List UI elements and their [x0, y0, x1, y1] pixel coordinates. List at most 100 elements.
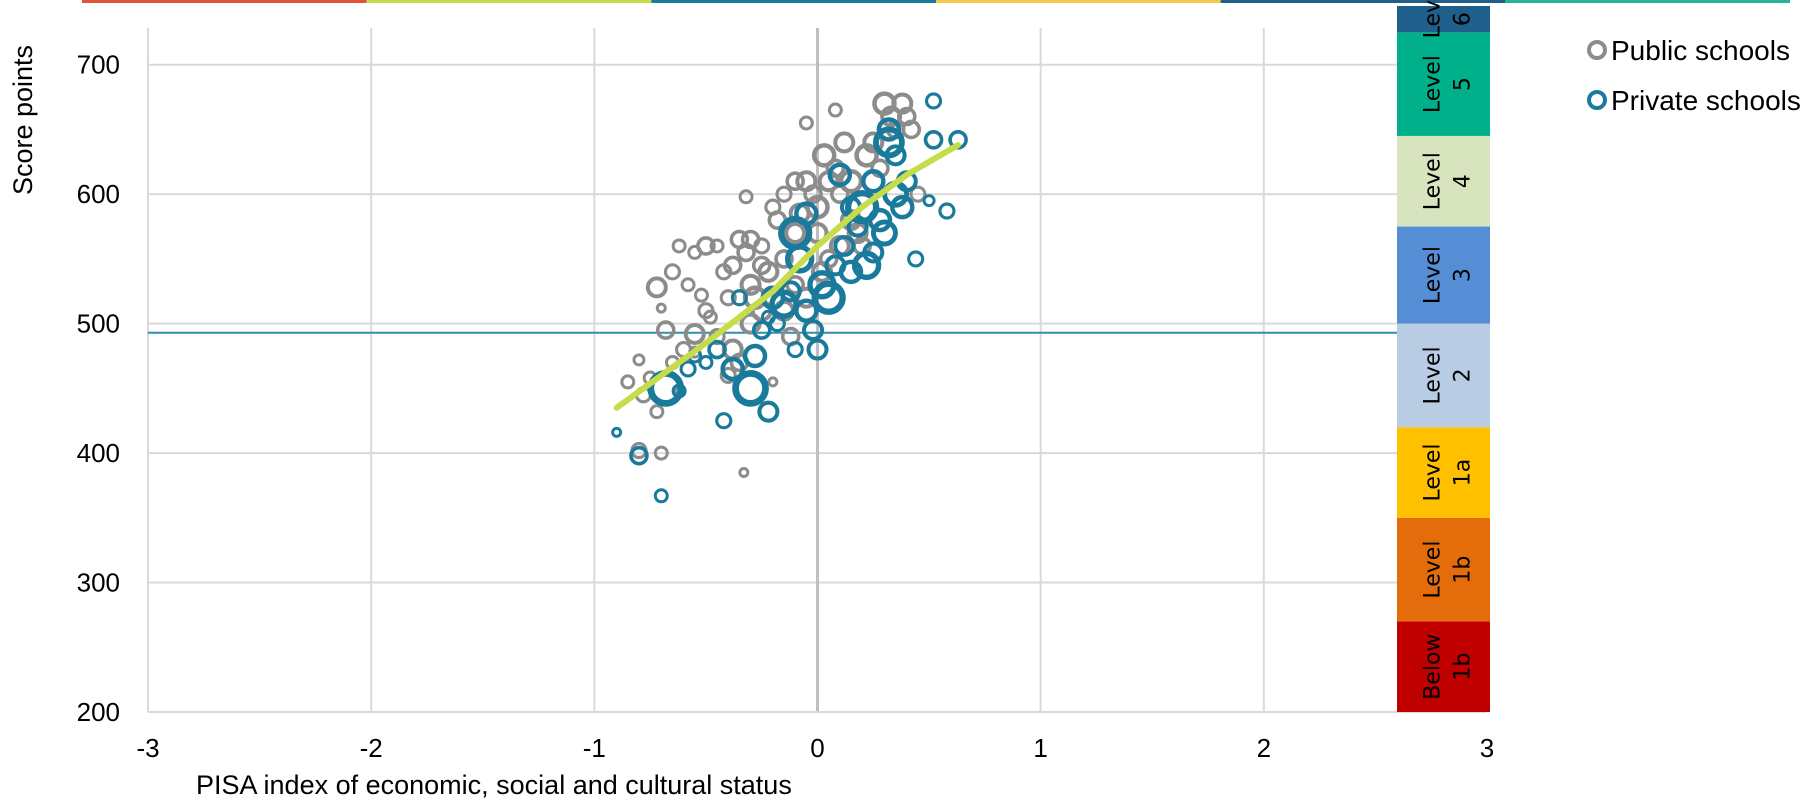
band-label-line-1: Below [1421, 634, 1446, 700]
data-point [794, 298, 819, 323]
legend-item-public: Public schools [1587, 35, 1790, 66]
band-label-line-1: Level [1421, 541, 1446, 599]
y-tick-label: 400 [77, 438, 120, 468]
x-tick-label: 2 [1257, 733, 1271, 763]
data-point [775, 185, 793, 203]
data-point [683, 322, 706, 346]
data-point [938, 202, 956, 220]
data-point [751, 320, 772, 340]
data-point [825, 158, 846, 179]
band-label-line-1: Level [1421, 346, 1446, 404]
band-label-line-1: Level [1421, 246, 1446, 304]
public-schools-legend-marker [1587, 40, 1607, 60]
y-tick-label: 300 [77, 568, 120, 598]
data-point [655, 320, 676, 340]
data-point [629, 445, 649, 466]
legend: Public schools Private schools [1587, 35, 1801, 116]
data-point [891, 92, 914, 115]
legend-label-private: Private schools [1611, 85, 1801, 116]
x-tick-label: -3 [136, 733, 159, 763]
data-point [697, 302, 715, 320]
legend-item-private: Private schools [1587, 85, 1801, 116]
data-point [862, 131, 885, 154]
gridlines [147, 28, 1488, 713]
data-point [811, 280, 846, 315]
data-point [833, 234, 856, 257]
trend-line-path [613, 141, 962, 411]
band-label-line-1: Level [1421, 152, 1446, 210]
proficiency-band [1397, 135, 1490, 227]
proficiency-band [1397, 517, 1490, 622]
data-point [924, 92, 943, 110]
proficiency-band-label: Level 3 [1421, 246, 1476, 304]
data-point [663, 263, 682, 281]
data-point [719, 366, 737, 384]
data-point [671, 238, 687, 254]
top-strip-segment [936, 0, 1221, 3]
x-axis-title: PISA index of economic, social and cultu… [196, 770, 792, 800]
proficiency-band-label: Level 4 [1421, 152, 1476, 210]
data-point [794, 201, 819, 226]
top-strip-segment [82, 0, 367, 3]
y-axis-tick-labels: 200 300 400 500 600 700 [77, 50, 120, 727]
band-label-line-2: 6 [1451, 12, 1476, 26]
proficiency-band [1397, 427, 1490, 518]
band-label-line-2: 1a [1451, 459, 1476, 486]
data-point [732, 369, 769, 407]
proficiency-band-label: Below 1b [1421, 634, 1476, 700]
data-point [719, 289, 737, 307]
band-label-line-2: 3 [1451, 268, 1476, 282]
proficiency-band [1397, 226, 1490, 324]
legend-label-public: Public schools [1611, 35, 1790, 66]
data-point [707, 339, 727, 360]
private-schools-legend-marker [1587, 90, 1607, 110]
data-point [784, 244, 815, 274]
data-point [838, 259, 864, 285]
top-strip-segment [1220, 0, 1506, 3]
data-point [806, 338, 829, 361]
data-point [679, 360, 697, 378]
y-tick-label: 500 [77, 309, 120, 339]
data-point [923, 130, 944, 150]
data-point [827, 102, 843, 118]
proficiency-band-label: Level 1b [1421, 541, 1476, 599]
private-schools-points [611, 92, 968, 504]
proficiency-band-label: Level 1a [1421, 443, 1476, 501]
data-point [620, 374, 636, 390]
band-label-line-1: Level [1421, 55, 1446, 113]
top-strip-segment [366, 0, 652, 3]
data-point [740, 229, 761, 250]
data-point [722, 255, 743, 276]
band-label-line-2: 2 [1451, 368, 1476, 382]
data-point [784, 221, 807, 245]
data-point [818, 249, 839, 269]
data-point [803, 184, 823, 204]
data-point [876, 117, 902, 142]
data-point [785, 171, 805, 192]
proficiency-band [1397, 6, 1490, 33]
band-label-line-2: 4 [1451, 174, 1476, 188]
x-axis-tick-labels: -3 -2 -1 0 1 2 3 [136, 733, 1494, 763]
band-label-line-1: Level [1421, 443, 1446, 501]
data-point [767, 376, 779, 388]
data-point [751, 255, 772, 276]
data-point [632, 353, 646, 367]
data-point [715, 412, 733, 430]
data-point [653, 488, 669, 504]
band-label-line-2: 5 [1451, 77, 1476, 91]
proficiency-band-label: Lev 6 [1421, 0, 1476, 38]
y-tick-label: 700 [77, 50, 120, 80]
data-point [884, 144, 907, 167]
data-point [720, 356, 745, 382]
data-point [698, 354, 714, 370]
data-point [802, 319, 825, 342]
proficiency-band-label: Level 5 [1421, 55, 1476, 113]
data-point [827, 162, 853, 188]
y-tick-label: 600 [77, 179, 120, 209]
data-point [649, 404, 665, 420]
data-point [680, 277, 696, 293]
y-axis-title: Score points [8, 45, 38, 195]
band-label-line-2: 1b [1451, 653, 1476, 681]
data-point [901, 119, 922, 140]
